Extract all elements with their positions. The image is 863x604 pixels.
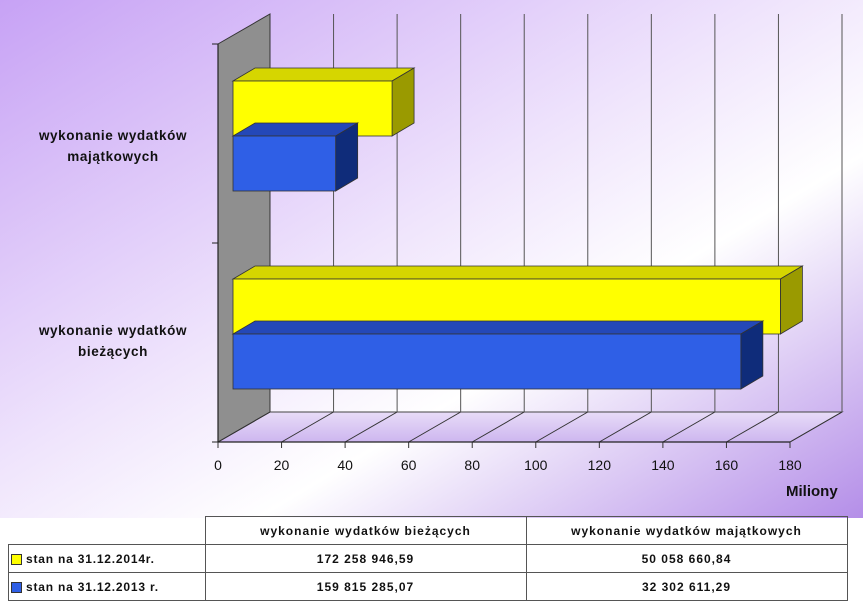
data-table-cell: 50 058 660,84: [525, 544, 848, 573]
x-tick-label: 60: [400, 457, 417, 473]
floor-gridline: [789, 411, 843, 443]
data-table-row: stan na 31.12.2014r. 172 258 946,59 50 0…: [8, 544, 848, 573]
x-axis-title: Miliony: [786, 483, 838, 500]
floor-gridline: [217, 411, 271, 443]
x-tick-label: 180: [778, 457, 802, 473]
category-label: wykonanie wydatków majątkowych: [38, 128, 188, 164]
floor-gridline: [599, 411, 652, 443]
floor-gridline: [281, 411, 334, 443]
x-tick-label: 0: [214, 457, 222, 473]
floor-gridline: [471, 411, 525, 443]
floor-gridline: [535, 411, 589, 443]
x-tick-label: 40: [337, 457, 353, 473]
bar: [232, 333, 742, 390]
data-table-row: stan na 31.12.2013 r. 159 815 285,07 32 …: [8, 572, 848, 601]
floor-gridline: [662, 411, 716, 443]
plot-area: [212, 13, 844, 448]
bar-top-face: [231, 265, 804, 280]
data-table-series-label: stan na 31.12.2013 r.: [8, 572, 206, 601]
legend-swatch-2014: [11, 553, 22, 565]
bar-top-face: [231, 320, 765, 335]
x-tick-label: 120: [587, 457, 611, 473]
data-table-cell: 159 815 285,07: [204, 572, 527, 601]
data-table-header-row: wykonanie wydatków bieżących wykonanie w…: [9, 516, 848, 545]
chart-floor: [216, 411, 844, 443]
data-table-header-capital: wykonanie wydatków majątkowych: [525, 516, 848, 545]
category-label: wykonanie wydatków bieżących: [38, 323, 188, 359]
data-table-corner: [9, 517, 206, 545]
data-table: wykonanie wydatków bieżących wykonanie w…: [8, 516, 848, 601]
x-tick-label: 160: [714, 457, 739, 473]
bar-top-face: [231, 67, 416, 82]
data-table-cell: 172 258 946,59: [204, 544, 527, 573]
x-tick-label: 140: [651, 457, 675, 473]
data-table-series-label: stan na 31.12.2014r.: [8, 544, 206, 573]
floor-gridline: [408, 411, 461, 443]
series-name-2014: stan na 31.12.2014r.: [26, 551, 155, 566]
data-table-header-current: wykonanie wydatków bieżących: [204, 516, 527, 545]
x-tick-label: 20: [273, 457, 290, 473]
floor-gridline: [344, 411, 398, 443]
series-name-2013: stan na 31.12.2013 r.: [26, 579, 159, 594]
data-table-cell: 32 302 611,29: [525, 572, 848, 601]
x-tick-label: 100: [524, 457, 548, 473]
bar: [232, 135, 337, 192]
x-tick-label: 80: [464, 457, 480, 473]
floor-gridline: [726, 411, 779, 443]
legend-swatch-2013: [11, 581, 22, 593]
